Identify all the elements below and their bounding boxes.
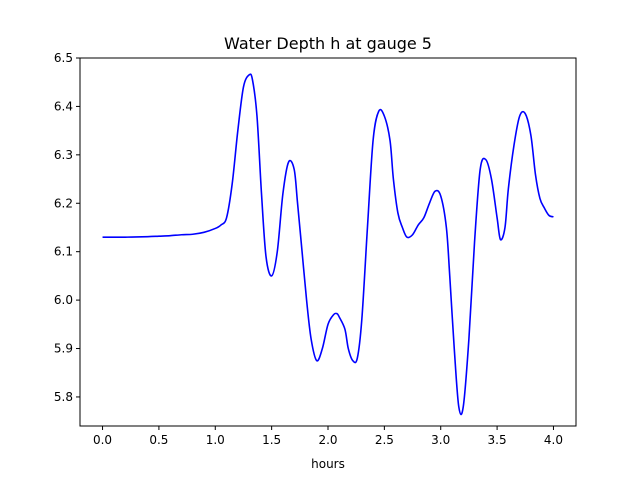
x-tick-label: 1.5 bbox=[262, 433, 281, 447]
y-tick-label: 6.4 bbox=[54, 99, 73, 113]
series-line-0 bbox=[102, 73, 554, 416]
x-tick-label: 2.0 bbox=[318, 433, 337, 447]
x-axis-label: hours bbox=[311, 457, 345, 471]
y-tick-label: 5.8 bbox=[54, 390, 73, 404]
x-tick-label: 3.0 bbox=[431, 433, 450, 447]
x-tick-label: 1.0 bbox=[206, 433, 225, 447]
chart-title: Water Depth h at gauge 5 bbox=[224, 34, 432, 53]
y-tick-label: 6.2 bbox=[54, 196, 73, 210]
x-axis: 0.0 0.5 1.0 1.5 2.0 2.5 3.0 3.5 4.0 bbox=[93, 426, 563, 447]
x-tick-label: 0.5 bbox=[149, 433, 168, 447]
y-tick-label: 6.3 bbox=[54, 148, 73, 162]
y-tick-label: 6.5 bbox=[54, 51, 73, 65]
y-axis: 5.8 5.9 6.0 6.1 6.2 6.3 6.4 6.5 bbox=[54, 51, 80, 404]
x-tick-label: 2.5 bbox=[375, 433, 394, 447]
y-tick-label: 5.9 bbox=[54, 342, 73, 356]
x-tick-label: 3.5 bbox=[488, 433, 507, 447]
x-tick-label: 4.0 bbox=[544, 433, 563, 447]
y-tick-label: 6.0 bbox=[54, 293, 73, 307]
y-tick-label: 6.1 bbox=[54, 245, 73, 259]
x-tick-label: 0.0 bbox=[93, 433, 112, 447]
plot-area bbox=[102, 73, 554, 416]
